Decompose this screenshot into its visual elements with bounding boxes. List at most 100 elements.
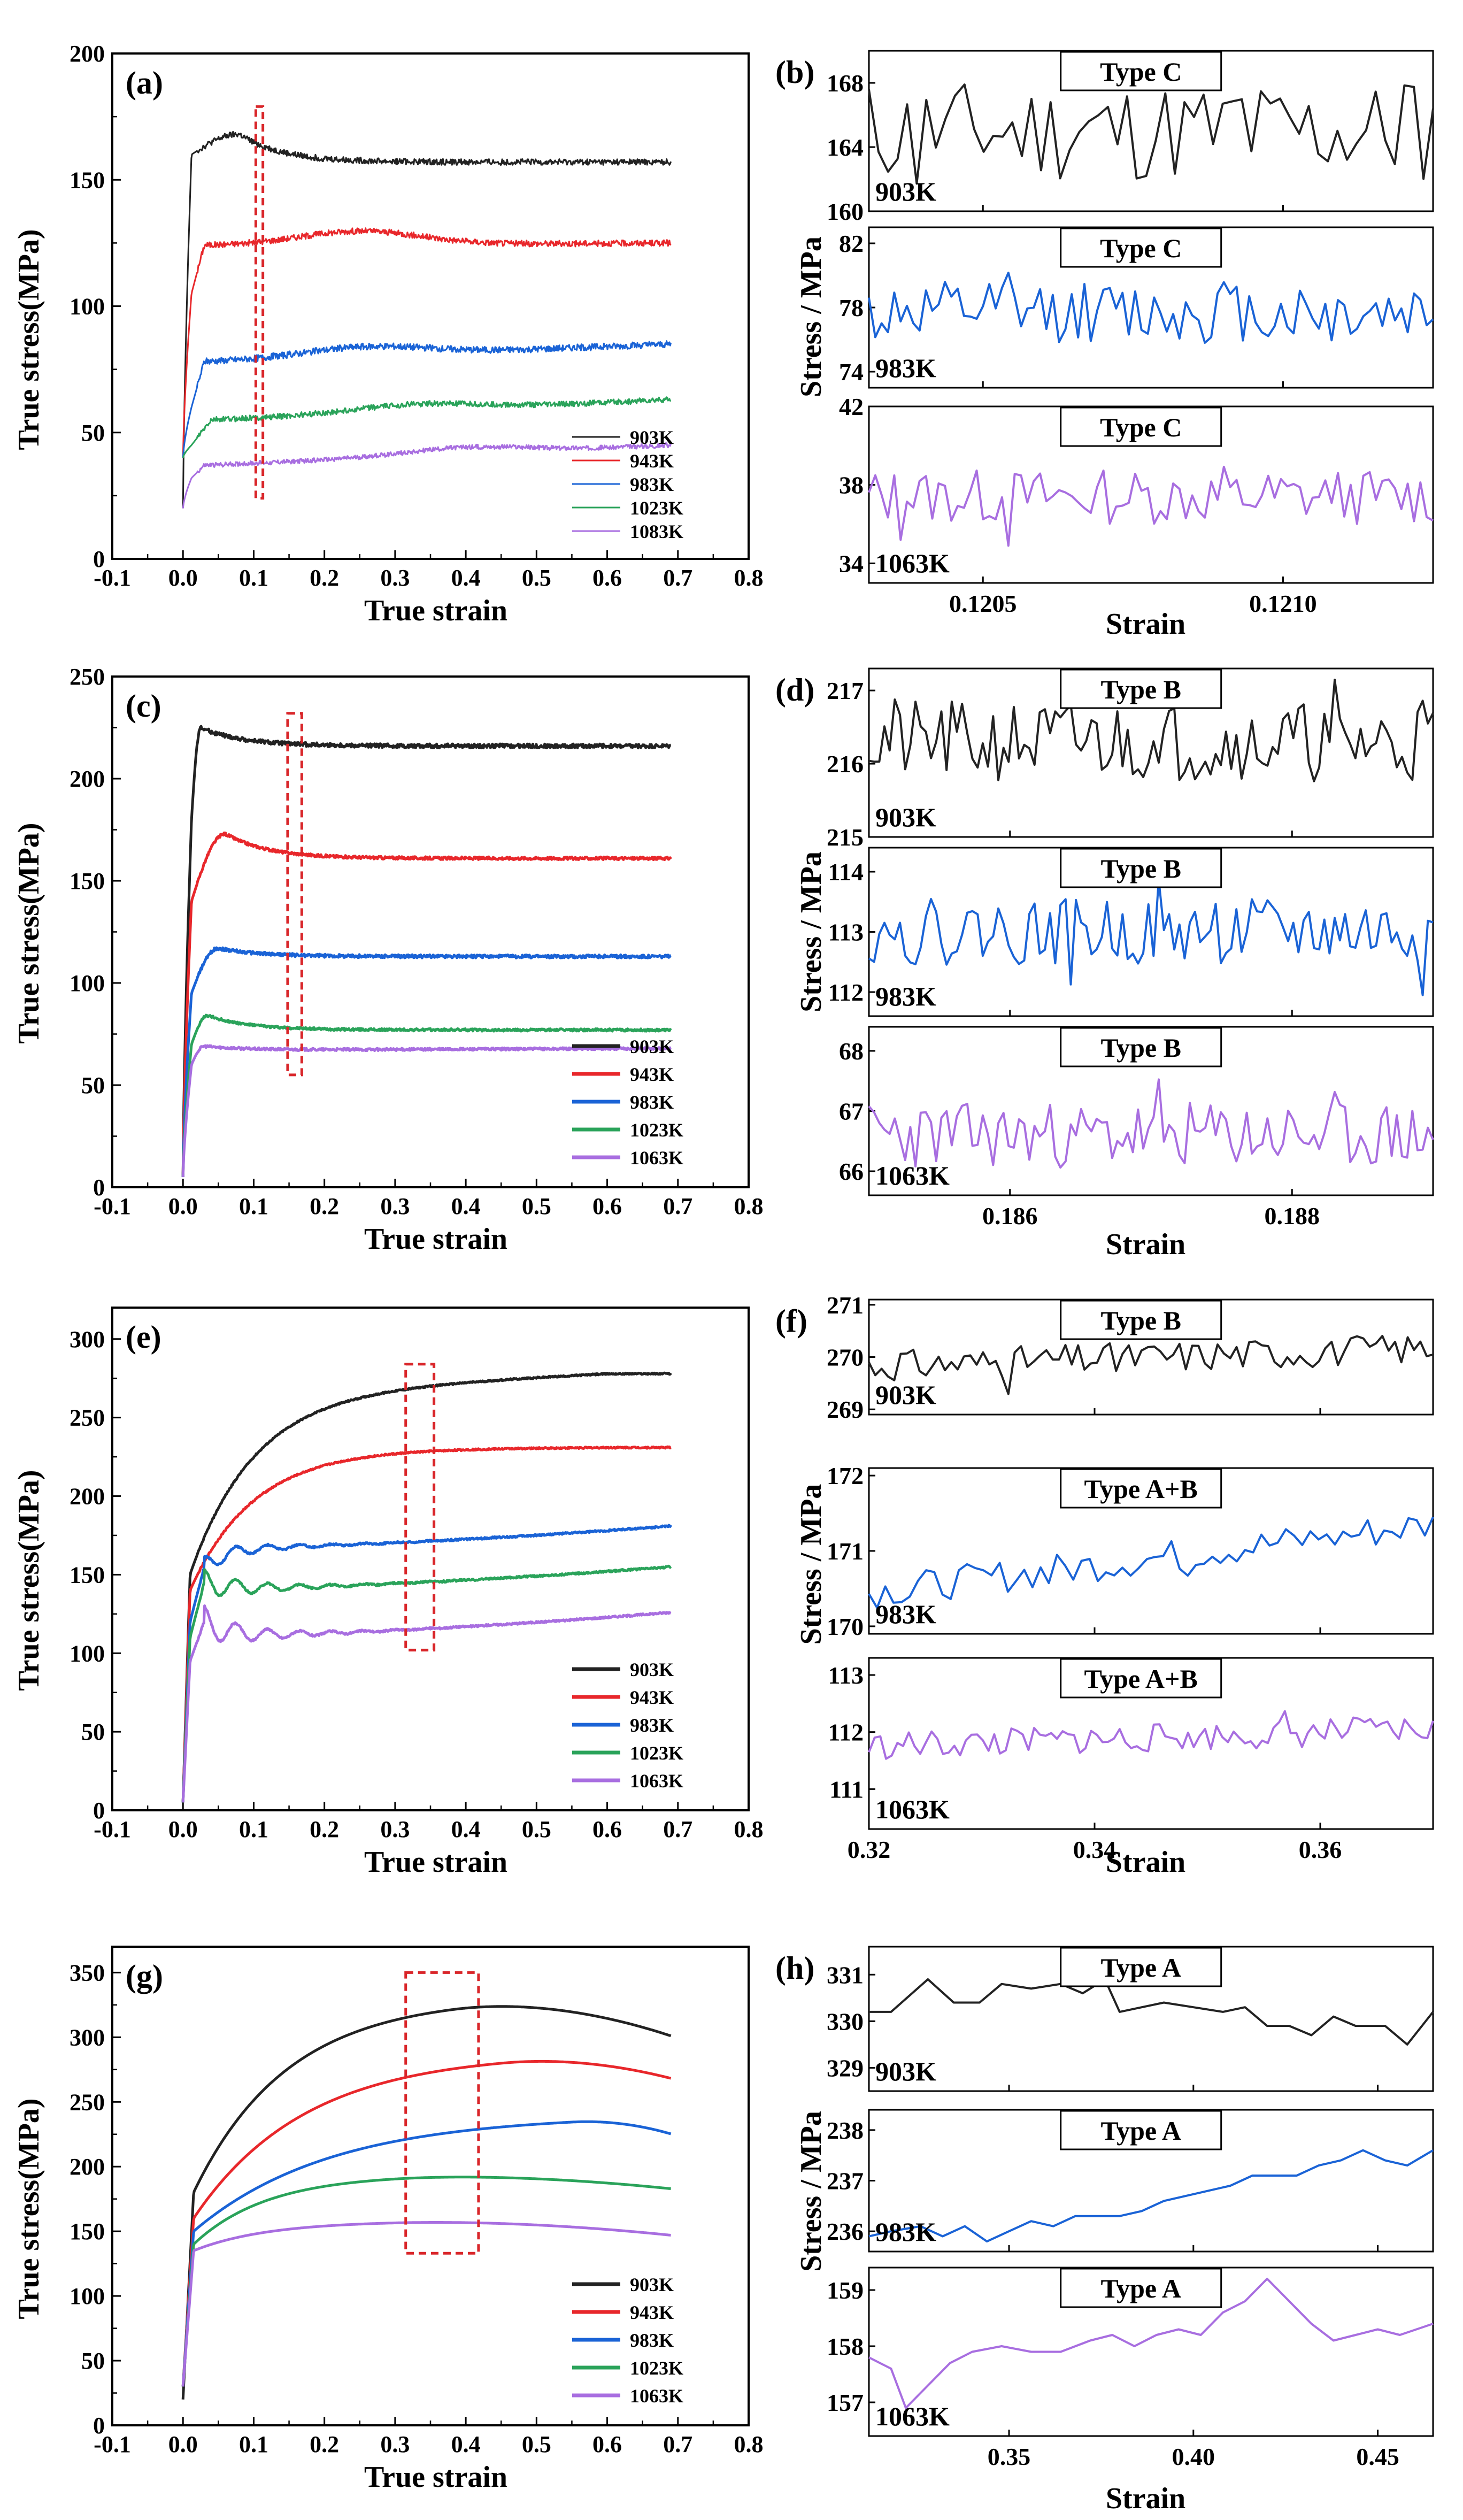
x-tick-label: 0.35 [988, 2443, 1031, 2470]
signal-line-903K [868, 679, 1434, 782]
x-tick-label: 0.0 [168, 2431, 198, 2457]
series-line-903K [181, 725, 672, 1177]
y-tick-label: 111 [829, 1776, 864, 1803]
y-tick-label: 150 [70, 868, 105, 894]
chart-b: 160 164 168 Type C 903K 74 78 82 Type C 983K 34 38 4… [775, 50, 1434, 641]
y-tick-label: 34 [839, 550, 864, 577]
temperature-label: 983K [875, 353, 936, 383]
signal-line-983K [868, 1516, 1434, 1609]
subplot-frame [868, 667, 1434, 838]
type-label-box [1060, 2268, 1222, 2308]
y-tick-label: 200 [70, 766, 105, 792]
type-label: Type C [1100, 233, 1182, 263]
y-tick-label: 150 [70, 2218, 105, 2245]
y-tick-label: 50 [81, 2348, 105, 2374]
subpanel-903K: 269 270 271 Type B 903K [827, 1292, 1434, 1423]
x-tick-label: 0.3 [380, 1816, 410, 1842]
chart-a: -0.1 0.0 0.1 0.2 0.3 0.4 0.5 0.6 0.7 0.8 0 50 100 150… [12, 41, 764, 627]
x-tick-label: 0.6 [592, 2431, 622, 2457]
x-tick-label: 0.34 [1073, 1836, 1116, 1863]
highlight-box [286, 712, 303, 1077]
y-tick-label: 100 [70, 294, 105, 320]
y-tick-label: 112 [828, 1719, 864, 1746]
stress-axis-label: Stress / MPa [795, 851, 828, 1012]
type-label-box [1060, 669, 1222, 709]
y-tick-label: 172 [827, 1462, 864, 1489]
y-tick-label: 0 [93, 1174, 105, 1201]
x-axis-label: Strain [1106, 1228, 1185, 1261]
y-tick-label: 216 [827, 750, 864, 778]
temperature-label: 903K [875, 176, 936, 206]
subpanel-903K: 160 164 168 Type C 903K [827, 50, 1434, 225]
temperature-label: 1063K [875, 1794, 950, 1824]
x-tick-label: 0.186 [982, 1202, 1038, 1230]
highlight-box [254, 105, 265, 500]
y-tick-label: 217 [827, 677, 864, 704]
y-tick-label: 329 [827, 2054, 864, 2081]
x-tick-label: 0.5 [522, 1193, 551, 1219]
x-tick-label: 0.4 [451, 2431, 481, 2457]
panel-label: (g) [126, 1958, 163, 1994]
y-tick-label: 66 [839, 1158, 864, 1185]
series-line-983K [181, 1524, 672, 1803]
y-tick-label: 159 [827, 2277, 864, 2304]
x-tick-label: 0.2 [310, 565, 339, 591]
y-tick-label: 150 [70, 167, 105, 193]
x-tick-label: 0.6 [592, 565, 622, 591]
y-tick-label: 100 [70, 2283, 105, 2309]
x-tick-label: 0.1 [239, 565, 268, 591]
chart-h: 329 330 331 Type A 903K 236 237 238 Type A 983K 15… [775, 1946, 1434, 2515]
series-line-1063K [181, 1604, 672, 1803]
legend-label: 1063K [630, 1770, 683, 1792]
y-tick-label: 67 [839, 1098, 864, 1125]
legend-label: 903K [630, 2274, 674, 2295]
subpanel-983K: 236 237 238 Type A 983K [827, 2109, 1434, 2253]
y-tick-label: 200 [70, 1484, 105, 1510]
x-tick-label: 0.36 [1299, 1836, 1342, 1863]
y-tick-label: 0 [93, 2413, 105, 2439]
y-axis-label: True stress(MPa) [12, 1470, 45, 1691]
y-tick-label: 331 [827, 1961, 864, 1988]
type-label: Type A [1100, 2116, 1181, 2146]
legend-label: 903K [630, 1659, 674, 1680]
legend-label: 903K [630, 1036, 674, 1057]
series-line-943K [182, 227, 672, 458]
x-tick-label: 0.3 [380, 1193, 410, 1219]
subpanel-903K: 215 216 217 Type B 903K [827, 667, 1434, 851]
temperature-label: 1063K [875, 548, 950, 578]
x-tick-label: 0.5 [522, 2431, 551, 2457]
y-tick-label: 250 [70, 2089, 105, 2115]
x-tick-label: 0.4 [451, 1816, 481, 1842]
legend-label: 983K [630, 2330, 674, 2351]
y-tick-label: 250 [70, 664, 105, 690]
x-tick-label: 0.6 [592, 1816, 622, 1842]
legend-label: 1063K [630, 2385, 683, 2407]
y-tick-label: 114 [828, 858, 864, 886]
y-tick-label: 300 [70, 2024, 105, 2050]
x-tick-label: 0.4 [451, 1193, 481, 1219]
signal-line-903K [868, 1335, 1434, 1395]
x-tick-label: -0.1 [94, 1193, 131, 1219]
x-tick-label: 0.7 [663, 565, 692, 591]
y-tick-label: 74 [839, 358, 864, 386]
panel-label: (c) [126, 688, 161, 724]
x-tick-label: 0.8 [734, 565, 764, 591]
y-tick-label: 100 [70, 1640, 105, 1666]
x-tick-label: 0.45 [1356, 2443, 1399, 2470]
y-tick-label: 113 [828, 919, 864, 946]
type-label-box [1060, 2110, 1222, 2150]
temperature-label: 983K [875, 2217, 936, 2247]
legend-label: 903K [630, 427, 674, 448]
series-line-1083K [182, 442, 672, 509]
type-label: Type A+B [1084, 1474, 1198, 1504]
x-tick-label: 0.4 [451, 565, 481, 591]
y-tick-label: 112 [828, 979, 864, 1006]
chart-e: -0.1 0.0 0.1 0.2 0.3 0.4 0.5 0.6 0.7 0.8 0 50 100 150… [12, 1307, 764, 1879]
type-label-box [1060, 1947, 1222, 1987]
signal-line-903K [868, 83, 1434, 185]
type-label-box [1060, 227, 1222, 268]
subplot-frame [868, 1657, 1434, 1830]
y-tick-label: 350 [70, 1960, 105, 1986]
y-tick-label: 50 [81, 420, 105, 446]
temperature-label: 903K [875, 1380, 936, 1410]
